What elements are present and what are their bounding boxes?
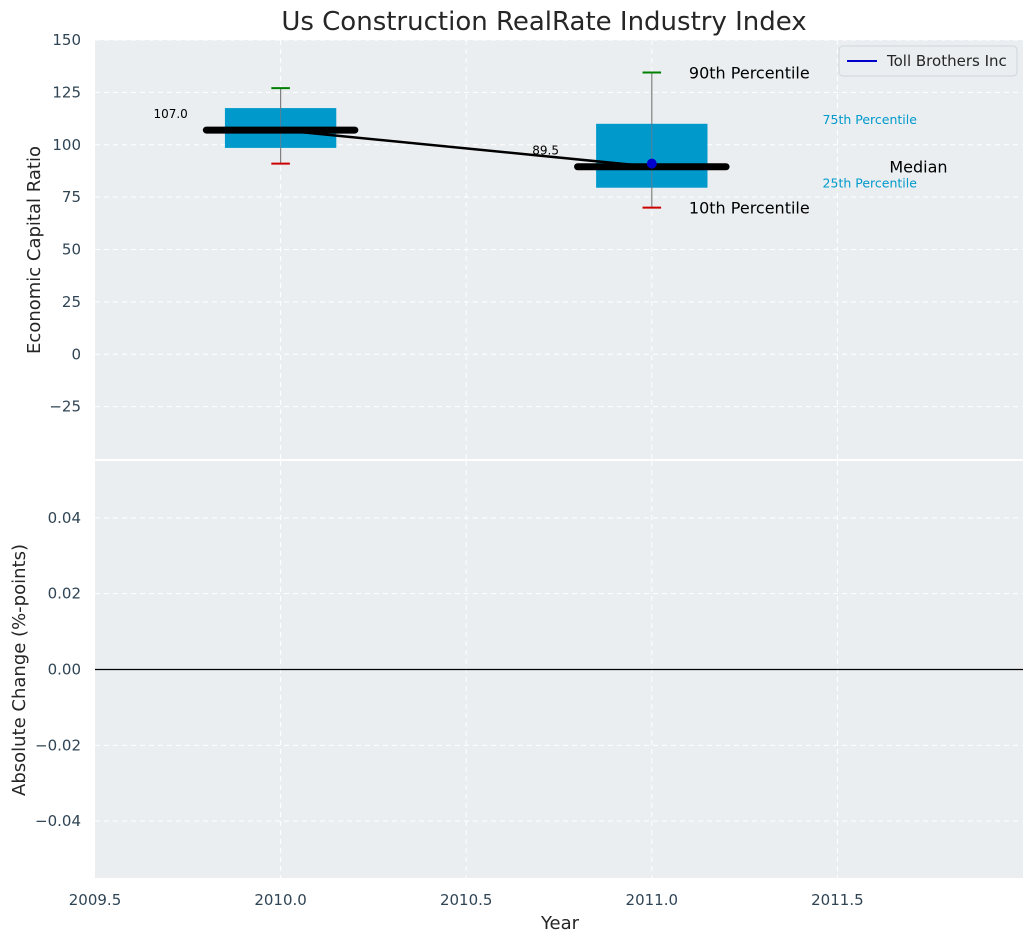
legend-label: Toll Brothers Inc (886, 52, 1007, 70)
company-series-line (280, 128, 652, 168)
top-y-tick-label: 50 (62, 241, 81, 259)
bottom-y-tick-label: 0.02 (48, 585, 81, 603)
x-tick-label: 2011.5 (811, 891, 864, 909)
bottom-y-tick-label: −0.02 (35, 736, 81, 754)
percentile-annotation: 10th Percentile (689, 199, 810, 218)
top-y-tick-label: 125 (52, 83, 81, 101)
x-tick-label: 2010.0 (254, 891, 307, 909)
x-tick-label: 2010.5 (440, 891, 493, 909)
median-value-label: 107.0 (153, 107, 187, 121)
median-value-label: 89.5 (532, 144, 559, 158)
top-y-tick-label: 100 (52, 136, 81, 154)
x-tick-label: 2009.5 (69, 891, 122, 909)
bottom-y-tick-label: −0.04 (35, 812, 81, 830)
top-y-tick-label: 150 (52, 31, 81, 49)
bottom-y-tick-label: 0.00 (48, 661, 81, 679)
x-tick-label: 2011.0 (626, 891, 679, 909)
top-y-axis-label: Economic Capital Ratio (24, 146, 45, 354)
chart-title: Us Construction RealRate Industry Index (281, 7, 806, 37)
percentile-annotation: Median (889, 158, 947, 177)
legend-box (838, 45, 1018, 77)
percentile-annotation: 25th Percentile (823, 176, 918, 191)
percentile-annotation: 75th Percentile (823, 112, 918, 127)
top-y-tick-label: 25 (62, 293, 81, 311)
bottom-y-tick-label: 0.04 (48, 509, 81, 527)
percentile-annotation: 90th Percentile (689, 63, 810, 82)
company-point (646, 158, 657, 169)
top-y-tick-label: −25 (49, 398, 81, 416)
top-y-tick-label: 0 (71, 345, 81, 363)
top-y-tick-label: 75 (62, 188, 81, 206)
x-axis-label: Year (540, 913, 580, 934)
bottom-y-axis-label: Absolute Change (%-points) (9, 544, 30, 796)
